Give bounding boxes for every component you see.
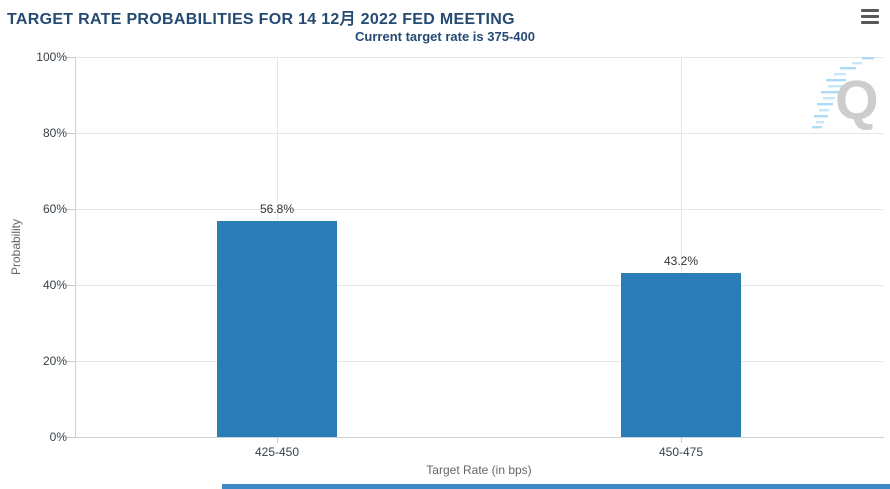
x-axis-tick-label: 450-475 xyxy=(658,445,704,459)
hamburger-bar xyxy=(861,15,879,18)
y-gridline xyxy=(75,284,883,286)
y-axis-tick-label: 40% xyxy=(42,278,67,292)
chart-title: TARGET RATE PROBABILITIES FOR 14 12月 202… xyxy=(7,11,515,28)
y-axis-title: Probability xyxy=(9,218,23,276)
y-axis-tick xyxy=(67,360,75,362)
probability-bar[interactable] xyxy=(621,272,741,437)
y-gridline xyxy=(75,360,883,362)
y-axis-tick-label: 20% xyxy=(42,354,67,368)
y-axis-tick xyxy=(67,436,75,438)
probability-bar[interactable] xyxy=(217,221,337,437)
x-axis-line xyxy=(75,437,884,438)
y-axis-tick-label: 0% xyxy=(49,430,67,444)
watermark-letter: Q xyxy=(835,68,879,131)
y-axis-tick-label: 80% xyxy=(42,126,67,140)
x-axis-tick xyxy=(680,437,682,443)
y-axis-tick xyxy=(67,208,75,210)
y-axis-tick xyxy=(67,56,75,58)
x-gridline xyxy=(680,57,682,437)
bar-value-label: 43.2% xyxy=(663,253,699,268)
hamburger-bar xyxy=(861,21,879,24)
x-axis-tick-label: 425-450 xyxy=(254,445,300,459)
bar-value-label: 56.8% xyxy=(259,202,295,217)
y-axis-tick-label: 60% xyxy=(42,202,67,216)
x-axis-title: Target Rate (in bps) xyxy=(426,463,532,477)
y-gridline xyxy=(75,208,883,210)
hamburger-bar xyxy=(861,9,879,12)
y-axis-tick xyxy=(67,284,75,286)
bottom-accent-bar xyxy=(222,484,890,489)
y-axis-tick xyxy=(67,132,75,134)
hamburger-menu-icon[interactable] xyxy=(861,9,879,24)
y-gridline xyxy=(75,56,883,58)
x-axis-tick xyxy=(276,437,278,443)
chart-subtitle: Current target rate is 375-400 xyxy=(355,29,535,44)
y-axis-tick-label: 100% xyxy=(36,50,67,64)
y-gridline xyxy=(75,132,883,134)
quandl-watermark-icon: Q xyxy=(812,57,879,131)
y-axis-line xyxy=(75,57,76,438)
